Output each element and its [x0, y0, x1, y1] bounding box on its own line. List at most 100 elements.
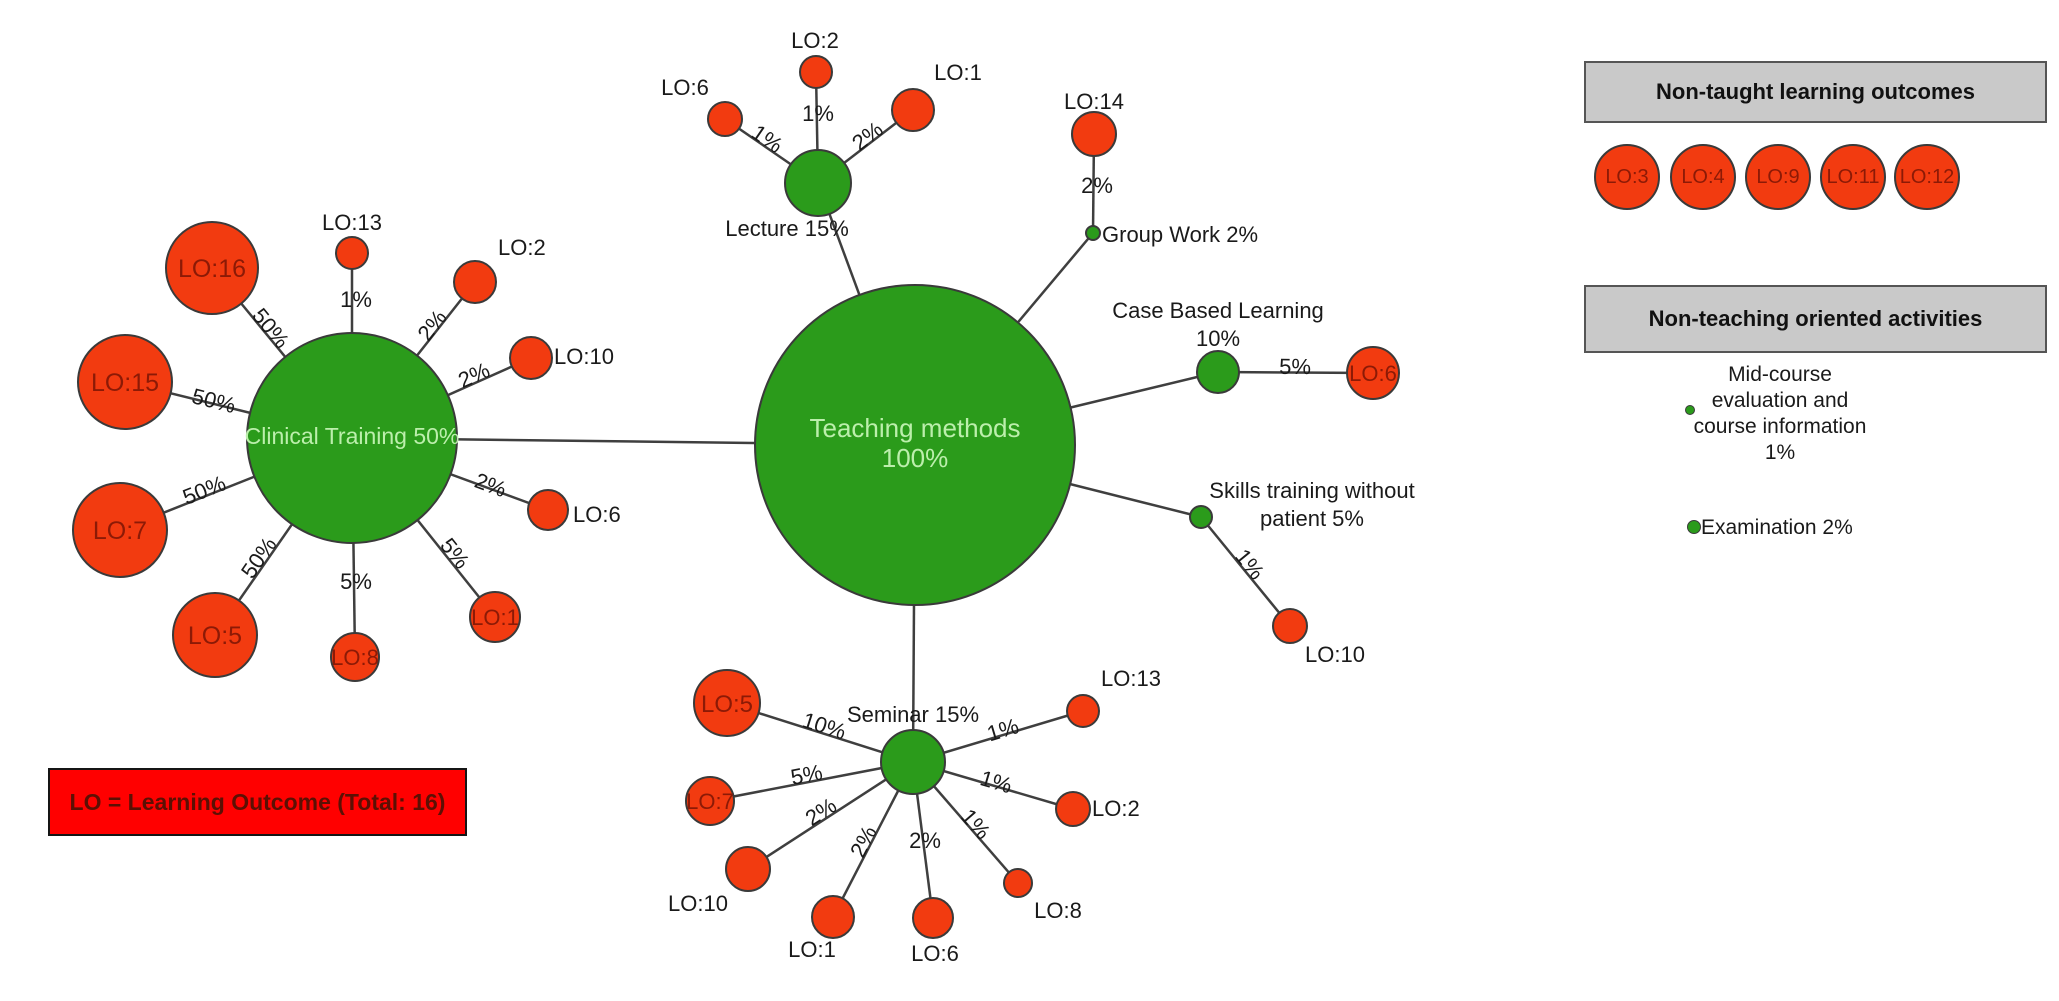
node-label-c_lo15: LO:15: [91, 369, 159, 397]
edge-label-seminar-se_lo5: 10%: [799, 707, 849, 744]
edge-label-clinical-c_lo15: 50%: [189, 383, 238, 418]
node-label-clinical: Clinical Training 50%: [245, 423, 460, 449]
node-l_lo1: [891, 88, 935, 132]
node-c_lo15: [77, 334, 173, 430]
node-c_lo10: [509, 336, 553, 380]
edge-skills-s_lo10: [1200, 516, 1291, 627]
node-label-groupwork: Group Work 2%: [1102, 222, 1258, 247]
node-label-c_lo1: LO:1: [471, 605, 519, 630]
edge-label-clinical-c_lo5: 50%: [236, 533, 282, 583]
edge-label-seminar-se_lo13: 1%: [984, 713, 1022, 746]
node-s_lo10: [1272, 608, 1308, 644]
node-se_lo8: [1003, 868, 1033, 898]
edge-label-seminar-se_lo2: 1%: [977, 765, 1015, 798]
edge-label-clinical-c_lo6: 2%: [471, 468, 509, 502]
node-label-se_lo6: LO:6: [911, 941, 959, 966]
edge-label-lecture-l_lo1: 2%: [847, 116, 887, 155]
legend-outcome-circle-lo12: LO:12: [1894, 144, 1960, 210]
edge-label-lecture-l_lo6: 1%: [747, 120, 787, 159]
legend-outcome-circle-lo11: LO:11: [1820, 144, 1886, 210]
node-label-se_lo2: LO:2: [1092, 796, 1140, 821]
edge-label-skills-s_lo10: 1%: [1230, 544, 1269, 584]
edge-label-seminar-se_lo10: 2%: [801, 793, 841, 831]
edge-label-clinical-c_lo2: 2%: [412, 305, 451, 345]
node-label-se_lo8: LO:8: [1034, 898, 1082, 923]
node-label-c_lo2: LO:2: [498, 235, 546, 260]
node-c_lo1: [469, 591, 521, 643]
midcourse-label: Mid-course evaluation and course informa…: [1693, 363, 1867, 464]
node-label-seminar: Seminar 15%: [847, 702, 979, 727]
node-label-l_lo6: LO:6: [661, 75, 709, 100]
edge-label-lecture-l_lo2: 1%: [802, 101, 834, 126]
node-seminar: [880, 729, 946, 795]
node-label-lecture: Lecture 15%: [725, 216, 849, 241]
edge-label-seminar-se_lo8: 1%: [956, 804, 996, 844]
node-label-l_lo1: LO:1: [934, 60, 982, 85]
edge-label-seminar-se_lo6: 2%: [909, 828, 941, 853]
node-lecture: [784, 149, 852, 217]
node-clinical: [246, 332, 458, 544]
node-c_lo7: [72, 482, 168, 578]
legend-activities-header: Non-teaching oriented activities: [1584, 285, 2047, 353]
edge-label-clinical-c_lo8: 5%: [340, 569, 372, 594]
edge-label-seminar-se_lo1: 2%: [845, 822, 882, 862]
edge-seminar-se_lo7: [709, 760, 914, 803]
edge-label-clinical-c_lo13: 1%: [340, 287, 372, 312]
midcourse-dot-icon: [1685, 405, 1695, 415]
examination-dot-icon: [1687, 520, 1701, 534]
edge-label-clinical-c_lo16: 50%: [247, 303, 294, 353]
node-c_lo5: [172, 592, 258, 678]
examination-label: Examination 2%: [1701, 516, 1853, 539]
legend-outcome-circle-lo4: LO:4: [1670, 144, 1736, 210]
node-skills: [1189, 505, 1213, 529]
legend-outcome-circle-lo9: LO:9: [1745, 144, 1811, 210]
edge-label-groupwork-g_lo14: 2%: [1081, 173, 1113, 198]
note-box: LO = Learning Outcome (Total: 16): [48, 768, 467, 836]
node-se_lo5: [693, 669, 761, 737]
node-label-cb_lo6: LO:6: [1349, 361, 1397, 386]
node-se_lo7: [685, 776, 735, 826]
node-label-c_lo5: LO:5: [188, 622, 242, 650]
node-root: [754, 284, 1076, 606]
edge-label-casebased-cb_lo6: 5%: [1279, 354, 1311, 379]
node-l_lo2: [799, 55, 833, 89]
node-label-se_lo13: LO:13: [1101, 666, 1161, 691]
node-label-c_lo13: LO:13: [322, 210, 382, 235]
node-c_lo2: [453, 260, 497, 304]
legend-outcome-circle-lo3: LO:3: [1594, 144, 1660, 210]
node-c_lo16: [165, 221, 259, 315]
node-c_lo13: [335, 236, 369, 270]
legend-non-taught-header: Non-taught learning outcomes: [1584, 61, 2047, 123]
node-c_lo8: [330, 632, 380, 682]
node-label-c_lo7: LO:7: [93, 517, 147, 545]
node-label-s_lo10: LO:10: [1305, 642, 1365, 667]
node-se_lo6: [912, 897, 954, 939]
node-l_lo6: [707, 101, 743, 137]
node-label-g_lo14: LO:14: [1064, 89, 1124, 114]
edge-label-seminar-se_lo7: 5%: [789, 759, 825, 790]
node-cb_lo6: [1346, 346, 1400, 400]
node-label-se_lo5: LO:5: [701, 691, 753, 718]
node-label-l_lo2: LO:2: [791, 28, 839, 53]
node-se_lo13: [1066, 694, 1100, 728]
node-label-se_lo1: LO:1: [788, 937, 836, 962]
node-g_lo14: [1071, 111, 1117, 157]
node-se_lo1: [811, 895, 855, 939]
node-label-se_lo10: LO:10: [668, 891, 728, 916]
node-label-se_lo7: LO:7: [686, 789, 734, 814]
node-label-root: Teaching methods 100%: [809, 413, 1020, 473]
node-label-c_lo16: LO:16: [178, 255, 246, 283]
edge-label-clinical-c_lo10: 2%: [454, 357, 493, 393]
node-label-c_lo10: LO:10: [554, 344, 614, 369]
node-label-casebased: Case Based Learning 10%: [1112, 298, 1324, 351]
node-se_lo10: [725, 846, 771, 892]
node-label-c_lo8: LO:8: [331, 645, 379, 670]
edge-label-clinical-c_lo1: 5%: [435, 533, 474, 573]
node-groupwork: [1085, 225, 1101, 241]
node-label-skills: Skills training without patient 5%: [1209, 478, 1414, 531]
node-casebased: [1196, 350, 1240, 394]
node-label-c_lo6: LO:6: [573, 502, 621, 527]
node-c_lo6: [527, 489, 569, 531]
